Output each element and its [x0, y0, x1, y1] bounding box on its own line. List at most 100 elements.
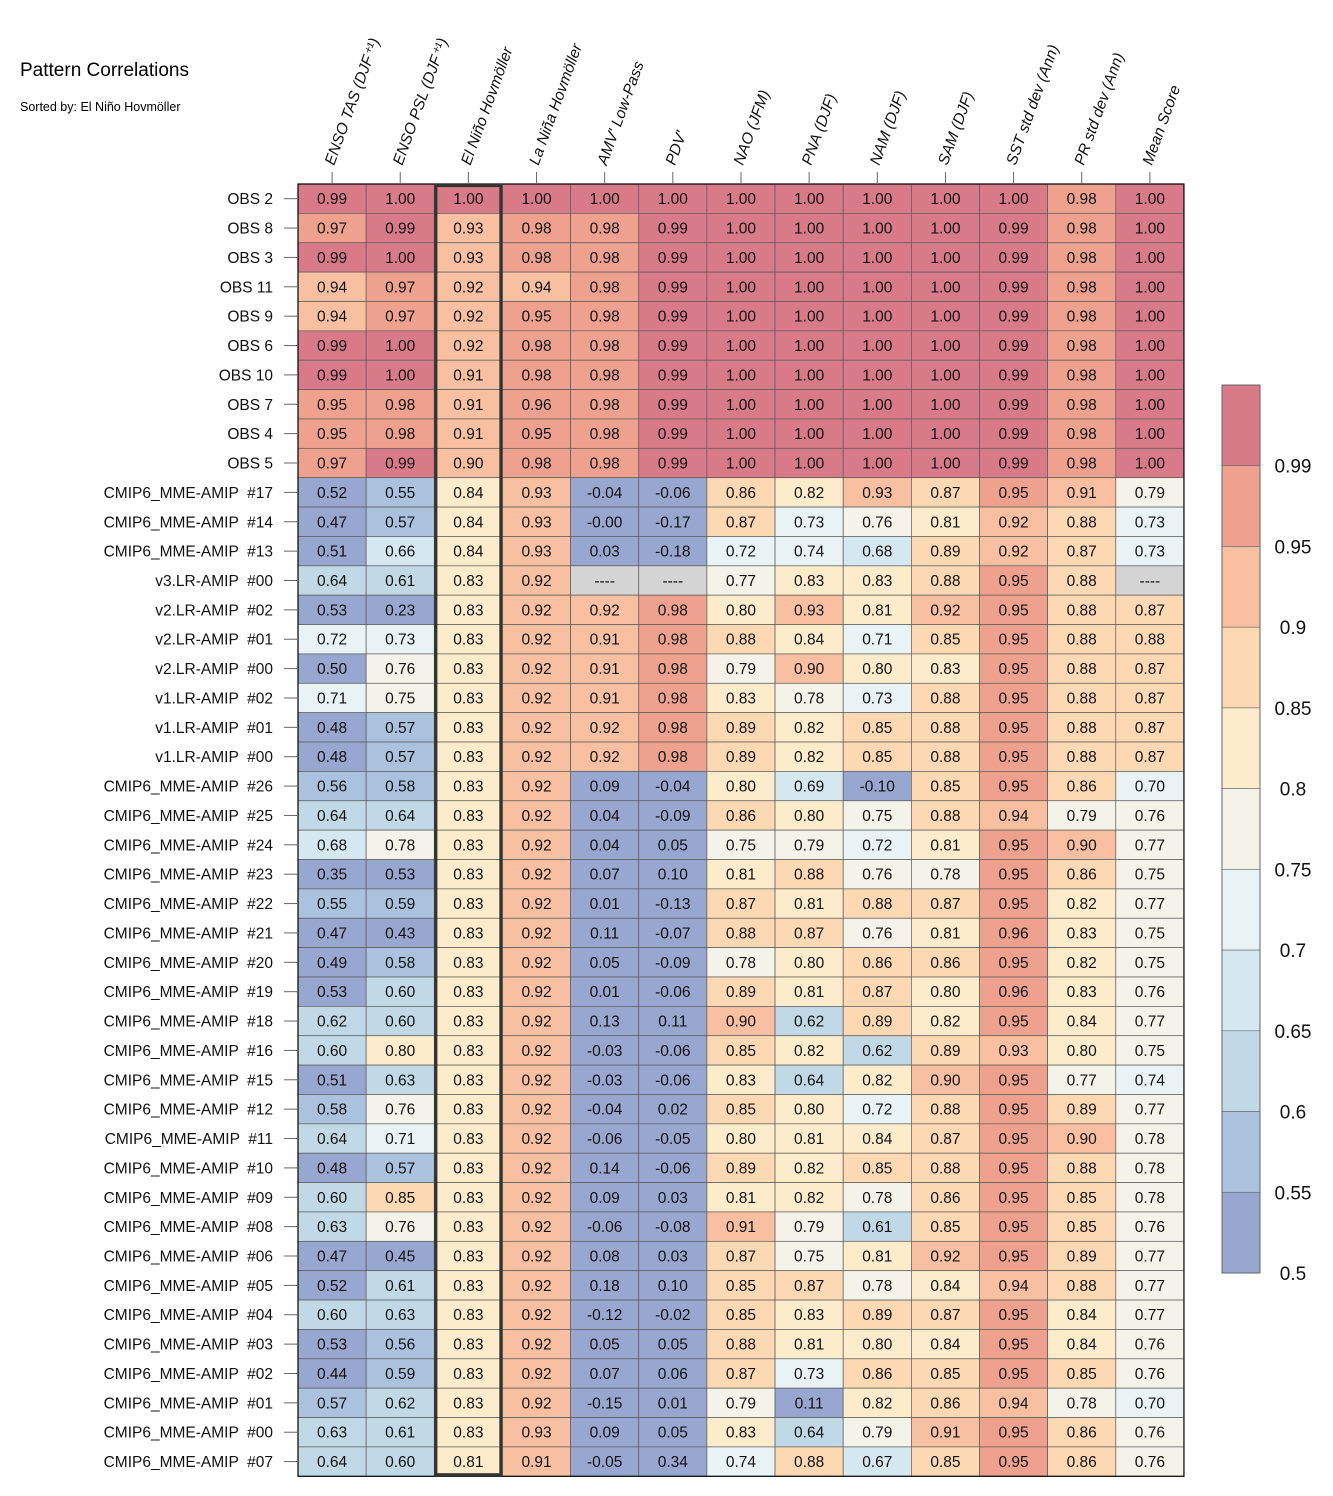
- cell-value-label: 0.77: [1135, 1102, 1165, 1119]
- cell-value-label: 0.92: [521, 808, 551, 825]
- heatmap-cell: [774, 506, 844, 537]
- cell-value-label: 1.00: [1135, 338, 1166, 355]
- heatmap-cell: [638, 477, 708, 508]
- cell-value-label: 0.92: [521, 896, 551, 913]
- cell-value-label: 0.60: [385, 1014, 416, 1031]
- heatmap-cell: [1115, 594, 1185, 625]
- cell-value-label: 0.83: [453, 837, 483, 854]
- heatmap-cell: [979, 301, 1049, 332]
- cell-value-label: 0.81: [726, 1190, 756, 1207]
- cell-value-label: 0.60: [317, 1307, 348, 1324]
- cell-value-label: 0.86: [930, 1190, 960, 1207]
- heatmap-cell: [297, 1240, 367, 1272]
- cell-value-label: 0.62: [794, 1014, 824, 1031]
- cell-value-label: 1.00: [794, 367, 825, 384]
- cell-value-label: 0.92: [521, 1366, 551, 1383]
- heatmap-cell: [433, 1182, 503, 1213]
- cell-value-label: 0.95: [998, 1307, 1028, 1324]
- heatmap-cell: [842, 271, 912, 302]
- heatmap-cell: [502, 1417, 571, 1448]
- heatmap-cell: [774, 741, 844, 772]
- cell-value-label: 0.99: [998, 250, 1028, 267]
- heatmap-cell: [1115, 242, 1185, 273]
- heatmap-cell: [979, 1299, 1049, 1330]
- cell-value-label: 0.61: [862, 1219, 892, 1236]
- cell-value-label: 0.80: [794, 808, 825, 825]
- heatmap-cell: [774, 682, 844, 714]
- cell-value-label: 0.02: [658, 1102, 688, 1119]
- cell-value-label: 0.95: [998, 1072, 1028, 1089]
- cell-value-label: 0.96: [521, 397, 551, 414]
- cell-value-label: 1.00: [862, 338, 893, 355]
- cell-value-label: 1.00: [862, 367, 893, 384]
- cell-value-label: 1.00: [930, 367, 961, 384]
- cell-value-label: 1.00: [862, 456, 893, 473]
- heatmap-cell: [433, 565, 503, 596]
- cell-value-label: 0.99: [385, 221, 415, 238]
- cell-value-label: 0.98: [385, 397, 415, 414]
- cell-value-label: 0.81: [794, 1131, 824, 1148]
- row-label: OBS 11: [220, 279, 273, 296]
- heatmap-cell: [774, 1417, 844, 1448]
- colorbar-tick-label: 0.8: [1280, 780, 1306, 801]
- row-label: v2.LR-AMIP #01: [155, 632, 273, 649]
- cell-value-label: 0.92: [521, 1043, 551, 1060]
- heatmap-cell: [774, 1329, 844, 1360]
- cell-value-label: 0.04: [590, 808, 621, 825]
- cell-value-label: 0.77: [1135, 1307, 1165, 1324]
- heatmap-cell: [1047, 1094, 1117, 1125]
- heatmap-cell: [1047, 1123, 1117, 1154]
- cell-value-label: -0.06: [655, 1043, 690, 1060]
- cell-value-label: 1.00: [1135, 250, 1166, 267]
- cell-value-label: 0.64: [317, 808, 348, 825]
- cell-value-label: 0.82: [794, 749, 824, 766]
- heatmap-cell: [1047, 1152, 1117, 1183]
- heatmap-cell: [570, 1270, 640, 1301]
- heatmap-cell: [365, 389, 435, 420]
- cell-value-label: 0.92: [521, 1190, 551, 1207]
- heatmap-cell: [365, 506, 435, 537]
- heatmap-cell: [910, 330, 980, 361]
- heatmap-cell: [1115, 859, 1185, 890]
- row-label: CMIP6_MME-AMIP #13: [104, 544, 273, 561]
- cell-value-label: 0.94: [317, 279, 348, 296]
- cell-value-label: 0.60: [385, 1454, 416, 1471]
- heatmap-cell: [1047, 1182, 1117, 1213]
- heatmap-cell: [774, 1211, 844, 1242]
- heatmap-cell: [1115, 213, 1185, 244]
- heatmap-cell: [1115, 712, 1185, 743]
- cell-value-label: 0.98: [590, 279, 620, 296]
- heatmap-cell: [1115, 1006, 1185, 1037]
- cell-value-label: 0.88: [1067, 720, 1097, 737]
- cell-value-label: 0.87: [726, 1366, 756, 1383]
- cell-value-label: 0.95: [998, 749, 1028, 766]
- cell-value-label: 0.98: [1067, 367, 1097, 384]
- cell-value-label: 0.07: [590, 867, 620, 884]
- cell-value-label: 0.83: [453, 1160, 483, 1177]
- cell-value-label: 0.95: [998, 1366, 1028, 1383]
- heatmap-cell: [1047, 183, 1117, 214]
- heatmap-cell: [638, 947, 708, 978]
- heatmap-cell: [570, 536, 640, 567]
- cell-value-label: 0.76: [862, 867, 892, 884]
- heatmap-cell: [502, 712, 571, 743]
- cell-value-label: 0.88: [930, 720, 960, 737]
- cell-value-label: 0.98: [590, 456, 620, 473]
- heatmap-cell: [570, 213, 640, 244]
- cell-value-label: 1.00: [794, 426, 825, 443]
- heatmap-cell: [502, 1329, 571, 1360]
- heatmap-cell: [706, 213, 776, 244]
- column-label: PR std dev (Ann): [1072, 51, 1128, 168]
- cell-value-label: 0.05: [658, 837, 688, 854]
- cell-value-label: 0.76: [1135, 1219, 1165, 1236]
- cell-value-label: 1.00: [590, 191, 621, 208]
- cell-value-label: 0.47: [317, 925, 347, 942]
- cell-value-label: 0.86: [930, 1395, 960, 1412]
- heatmap-cell: [638, 682, 708, 714]
- cell-value-label: 1.00: [726, 456, 757, 473]
- heatmap-cell: [1115, 1152, 1185, 1183]
- cell-value-label: -0.04: [655, 779, 691, 796]
- heatmap-cell: [638, 1417, 708, 1448]
- heatmap-cell: [1047, 1387, 1117, 1418]
